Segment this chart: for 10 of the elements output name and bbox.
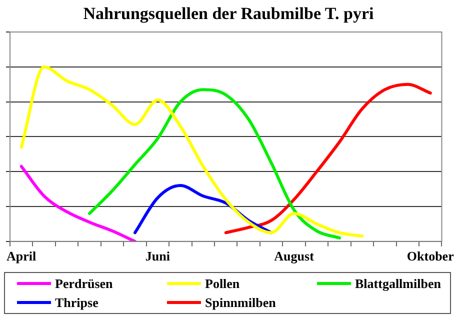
legend-label: Thripse	[55, 294, 98, 310]
x-tick-label: Oktober	[406, 248, 454, 264]
legend-label: Spinnmilben	[205, 294, 276, 310]
legend-label: Pollen	[205, 276, 240, 292]
legend-label: Blattgallmilben	[355, 276, 441, 292]
x-tick-label: April	[6, 248, 37, 264]
chart-title: Nahrungsquellen der Raubmilbe T. pyri	[82, 4, 375, 24]
legend-label: Perdrüsen	[55, 276, 113, 292]
x-tick-label: Juni	[145, 248, 170, 264]
x-tick-label: August	[274, 248, 315, 264]
